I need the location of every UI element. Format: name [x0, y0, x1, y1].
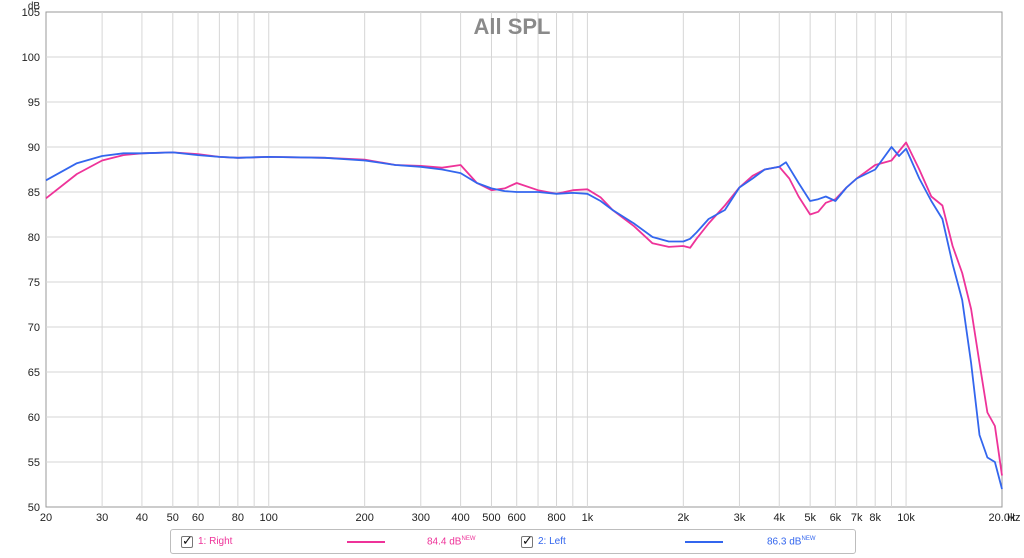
y-unit-label: dB: [28, 1, 41, 12]
x-tick-label: 8k: [869, 512, 881, 524]
legend-value-left: 86.3 dBNEW: [767, 530, 815, 553]
plot-area: [45, 11, 1003, 508]
legend-sup-left: NEW: [801, 535, 816, 542]
x-tick-label: 4k: [773, 512, 785, 524]
y-tick-label: 55: [28, 457, 40, 469]
x-axis: 20 30 40 50 60 80 100 200 300 400 500 600 800 1k 2k 3k 4…: [40, 512, 1016, 524]
x-tick-label: 1k: [582, 512, 594, 524]
x-unit-label: Hz: [1007, 512, 1020, 524]
legend-swatch-right: [347, 530, 385, 553]
x-tick-label: 200: [355, 512, 373, 524]
y-tick-label: 85: [28, 187, 40, 199]
legend-value-left-text: 86.3 dB: [767, 536, 802, 548]
x-tick-label: 800: [547, 512, 565, 524]
legend: 1: Right 84.4 dBNEW 2: Left 86.3 dBNEW: [170, 529, 856, 554]
x-tick-label: 30: [96, 512, 108, 524]
legend-value-right-text: 84.4 dB: [427, 536, 462, 548]
x-tick-label: 6k: [830, 512, 842, 524]
x-tick-label: 400: [451, 512, 469, 524]
y-tick-label: 80: [28, 232, 40, 244]
spl-chart: All SPL dB Hz 50 55 60 65 70 75 80 85 90 95 100 105…: [22, 1, 1021, 524]
x-tick-label: 3k: [734, 512, 746, 524]
y-tick-label: 70: [28, 322, 40, 334]
legend-swatch-left: [685, 530, 723, 553]
y-tick-label: 50: [28, 502, 40, 514]
grid: [46, 12, 1002, 507]
line-swatch-icon: [347, 540, 385, 543]
series-lines: [45, 141, 1003, 490]
y-tick-label: 75: [28, 277, 40, 289]
x-tick-label: 50: [167, 512, 179, 524]
y-tick-label: 90: [28, 142, 40, 154]
x-tick-label: 7k: [851, 512, 863, 524]
y-tick-label: 60: [28, 412, 40, 424]
y-tick-label: 95: [28, 97, 40, 109]
x-tick-label: 20.0k: [989, 512, 1016, 524]
legend-label-right: 1: Right: [198, 536, 233, 547]
legend-sup-right: NEW: [461, 535, 476, 542]
chart-title: All SPL: [473, 14, 550, 39]
x-tick-label: 60: [192, 512, 204, 524]
x-tick-label: 40: [136, 512, 148, 524]
series-line-left: [45, 146, 1003, 490]
y-tick-label: 105: [22, 7, 40, 19]
x-tick-label: 2k: [678, 512, 690, 524]
x-tick-label: 500: [482, 512, 500, 524]
x-tick-label: 300: [412, 512, 430, 524]
y-axis: 50 55 60 65 70 75 80 85 90 95 100 105: [22, 7, 40, 514]
x-tick-label: 20: [40, 512, 52, 524]
x-tick-label: 5k: [804, 512, 816, 524]
legend-item-right[interactable]: 1: Right: [181, 530, 232, 553]
y-tick-label: 100: [22, 52, 40, 64]
legend-item-left[interactable]: 2: Left: [521, 530, 566, 553]
legend-value-right: 84.4 dBNEW: [427, 530, 475, 553]
y-tick-label: 65: [28, 367, 40, 379]
checkbox-icon[interactable]: [181, 533, 193, 549]
x-tick-label: 10k: [897, 512, 915, 524]
x-tick-label: 80: [232, 512, 244, 524]
checkbox-icon[interactable]: [521, 533, 533, 549]
line-swatch-icon: [685, 540, 723, 543]
x-tick-label: 600: [508, 512, 526, 524]
x-tick-label: 100: [260, 512, 278, 524]
legend-label-left: 2: Left: [538, 536, 566, 547]
